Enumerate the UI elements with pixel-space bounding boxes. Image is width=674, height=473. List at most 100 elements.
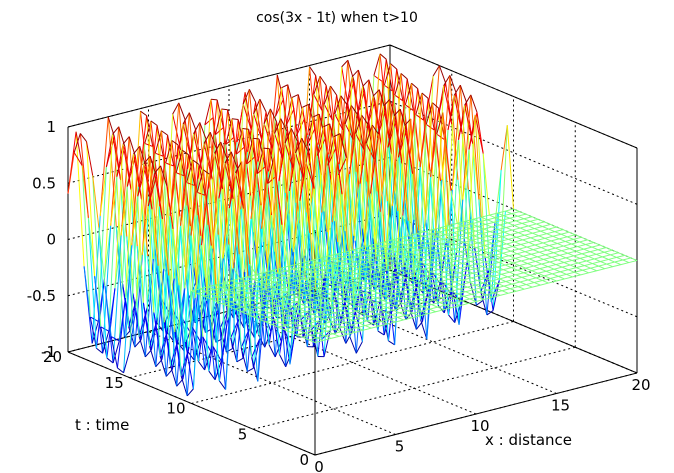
mesh-segment [299,162,307,201]
mesh-segment [532,249,540,253]
mesh-segment [415,254,422,258]
mesh-segment [583,246,593,250]
mesh-segment [380,302,389,306]
mesh-segment [290,331,297,336]
mesh-segment [300,325,307,329]
mesh-segment [544,235,554,239]
x-tick-label: 5 [395,438,405,456]
mesh-segment [175,172,185,177]
mesh-segment [155,175,165,323]
mesh-segment [404,244,412,248]
mesh-segment [301,301,310,305]
mesh-segment [350,254,357,258]
mesh-segment [268,344,276,358]
mesh-segment [370,309,379,313]
mesh-segment [326,312,335,316]
mesh-segment [389,264,396,269]
mesh-segment [314,323,323,327]
mesh-segment [390,297,398,302]
mesh-segment [210,98,218,101]
mesh-segment [498,259,508,263]
mesh-segment [134,339,142,348]
mesh-segment [477,225,484,230]
mesh-segment [187,351,195,361]
mesh-segment [427,311,436,315]
mesh-segment [301,318,311,322]
mesh-segment [416,285,425,289]
mesh-segment [476,112,486,257]
mesh-segment [141,205,149,256]
mesh-segment [542,242,550,246]
mesh-segment [354,261,362,265]
mesh-segment [141,199,151,347]
mesh-segment [411,247,418,251]
mesh-segment [220,208,230,362]
mesh-segment [456,258,465,262]
mesh-segment [366,250,374,254]
mesh-segment [509,286,519,290]
mesh-segment [129,307,137,351]
mesh-segment [472,272,480,277]
mesh-segment [600,258,609,262]
mesh-segment [356,327,364,331]
mesh-segment [75,131,83,166]
mesh-segment [453,246,463,250]
mesh-segment [315,288,322,292]
mesh-segment [376,311,386,315]
mesh-segment [567,236,574,240]
mesh-segment [240,347,248,372]
mesh-segment [344,322,352,326]
mesh-segment [110,126,120,226]
z-tick-label: -1 [41,343,56,361]
mesh-segment [236,357,244,363]
mesh-segment [604,266,613,270]
mesh-segment [251,283,259,287]
mesh-segment [305,309,315,313]
mesh-segment [143,155,151,165]
mesh-segment [396,125,406,269]
mesh-segment [468,114,476,150]
mesh-segment [295,315,305,319]
mesh-segment [156,125,164,157]
mesh-segment [246,156,256,165]
mesh-segment [254,228,263,282]
mesh-segment [348,256,357,260]
mesh-segment [333,279,340,283]
mesh-segment [299,306,308,310]
mesh-segment [124,153,134,299]
mesh-segment [91,215,101,344]
mesh-segment [544,221,551,225]
mesh-segment [451,236,458,241]
mesh-segment [419,261,427,265]
mesh-segment [326,328,335,332]
mesh-segment [328,307,337,311]
mesh-segment [447,229,454,234]
mesh-segment [449,295,456,299]
mesh-segment [197,291,206,295]
mesh-segment [332,262,340,267]
mesh-segment [454,281,462,285]
mesh-segment [459,234,466,239]
mesh-segment [362,79,370,87]
mesh-segment [407,256,414,260]
mesh-segment [401,305,410,309]
y-gridline [191,321,514,404]
mesh-segment [359,143,367,184]
mesh-segment [327,136,335,166]
mesh-segment [371,300,379,332]
mesh-segment [253,316,260,320]
mesh-segment [430,271,437,275]
mesh-segment [385,257,392,262]
mesh-segment [427,257,437,261]
mesh-segment [176,288,186,387]
mesh-segment [375,105,385,250]
mesh-segment [352,247,361,251]
mesh-segment [211,293,219,298]
mesh-segment [264,286,273,290]
mesh-segment [282,279,289,284]
mesh-segment [563,259,573,263]
mesh-segment [431,304,438,308]
mesh-segment [310,114,320,203]
mesh-segment [507,274,516,278]
mesh-segment [553,250,562,254]
